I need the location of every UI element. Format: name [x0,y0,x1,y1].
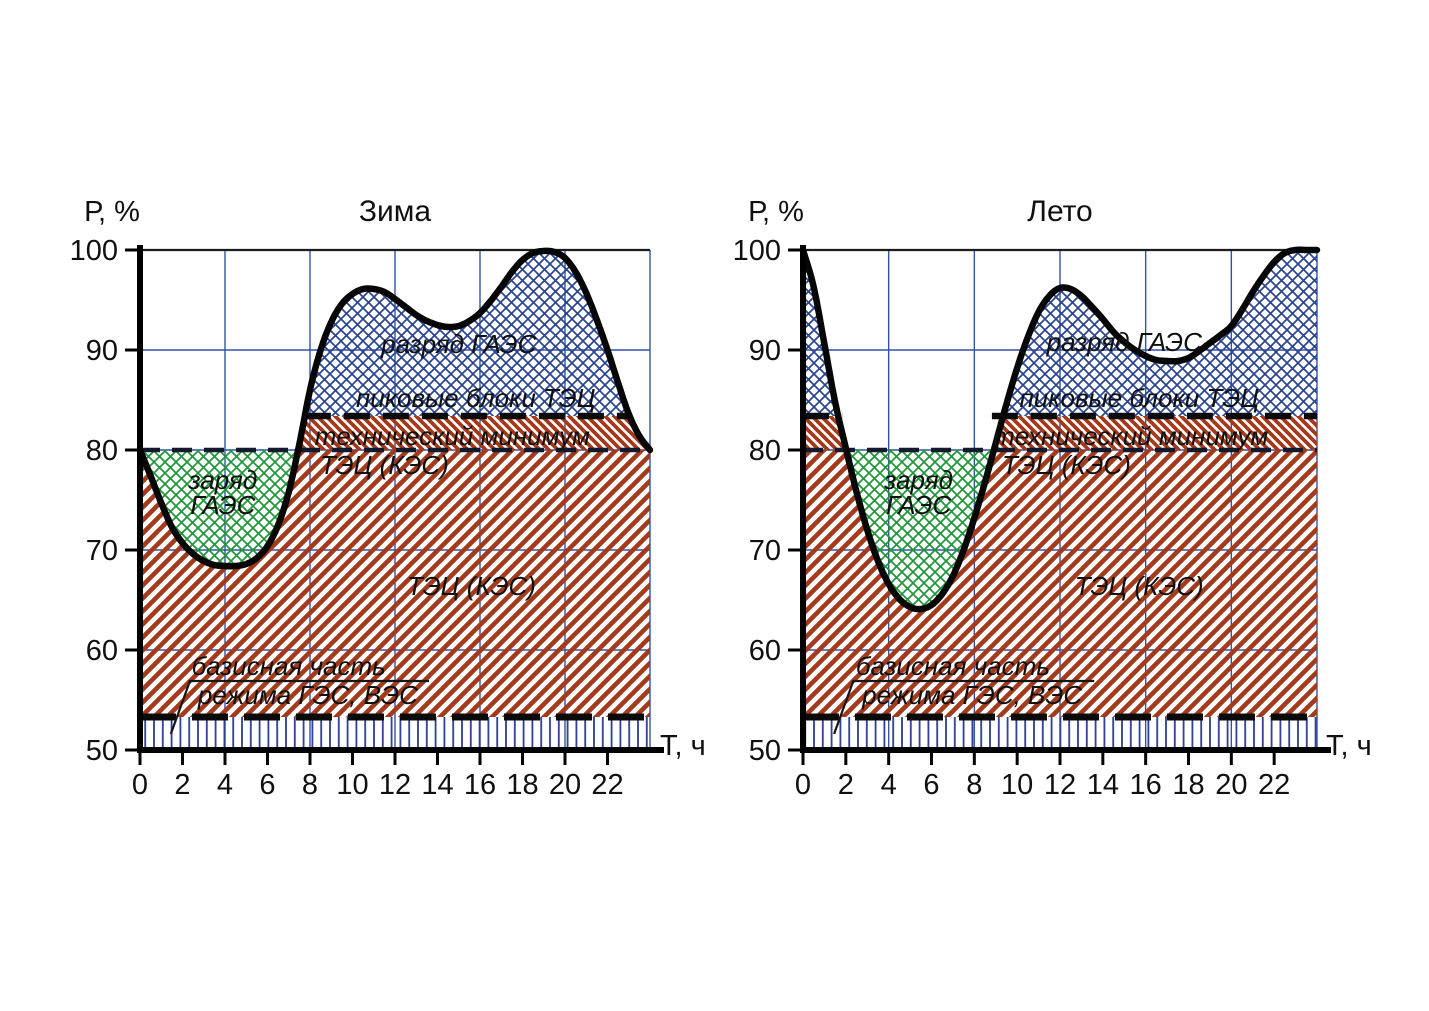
region-label: ТЭЦ (КЭС) [320,450,449,480]
y-axis-label-winter: Р, % [84,196,140,228]
region-label: режима ГЭС, ВЭС [861,680,1082,710]
region-label: ГАЭС [886,490,951,520]
x-tick-label: 10 [336,769,368,801]
region-label: технический минимум [993,421,1268,451]
x-tick-label: 10 [1001,769,1033,801]
region-label: ТЭЦ (КЭС) [407,571,536,601]
x-tick-label: 22 [591,769,623,801]
region-label: пиковые блоки ТЭЦ [1019,383,1259,413]
region-label: базисная часть [856,651,1050,681]
chart-summer: 100 90 80 70 60 50 0 2 4 6 8 10 12 14 16 18 20 22 разряд Г… [733,235,1331,801]
y-tick-label: 90 [749,335,781,367]
region-label: разряд ГАЭС [1046,327,1202,357]
region-label: заряд [883,465,953,495]
region-tech-minimum [803,416,1317,450]
y-axis-label-summer: Р, % [748,196,804,228]
y-tick-label: 70 [86,535,118,567]
region-base-ges-ves [803,717,1317,750]
load-curve [136,247,654,570]
x-tick-label: 12 [379,769,411,801]
region-label: технический минимум [315,421,590,451]
region-label: режима ГЭС, ВЭС [197,680,418,710]
region-tech-minimum [140,416,650,450]
x-tick-label: 4 [217,769,233,801]
region-label: базисная часть [192,651,386,681]
region-discharge-gaes [140,250,650,416]
y-tick-label: 60 [749,635,781,667]
load-curve [799,246,1321,613]
x-axis-label-winter: Т, ч [660,730,706,762]
region-base-ges-ves [140,717,650,750]
x-tick-label: 18 [1172,769,1204,801]
region-tec-kes [803,450,1317,717]
x-tick-label: 0 [795,769,811,801]
y-tick-label: 80 [749,435,781,467]
y-tick-label: 90 [86,335,118,367]
x-tick-label: 22 [1258,769,1290,801]
y-tick-label: 60 [86,635,118,667]
y-tick-label: 50 [86,735,118,767]
region-charge-gaes [140,450,650,567]
region-label: заряд [188,465,258,495]
x-tick-label: 8 [966,769,982,801]
x-tick-label: 12 [1044,769,1076,801]
annotation-leader [169,680,191,735]
x-tick-label: 14 [421,769,453,801]
x-tick-label: 6 [259,769,275,801]
x-tick-label: 16 [1130,769,1162,801]
chart-title-winter: Зима [358,195,432,228]
y-tick-label: 70 [749,535,781,567]
region-label: пиковые блоки ТЭЦ [356,383,596,413]
region-label: ГАЭС [190,490,255,520]
x-tick-label: 0 [132,769,148,801]
x-tick-label: 20 [549,769,581,801]
x-tick-label: 20 [1215,769,1247,801]
region-discharge-gaes [803,249,1317,416]
x-tick-label: 18 [506,769,538,801]
y-tick-label: 100 [733,235,781,267]
x-tick-label: 6 [923,769,939,801]
x-tick-label: 2 [838,769,854,801]
region-tec-kes [140,450,650,717]
chart-winter: 100 90 80 70 60 50 0 2 4 6 8 10 12 14 16 18 20 22 разряд Г… [70,235,664,801]
x-tick-label: 2 [174,769,190,801]
y-tick-label: 50 [749,735,781,767]
x-axis-label-summer: Т, ч [1326,730,1372,762]
x-tick-label: 8 [302,769,318,801]
region-label: ТЭЦ (КЭС) [1075,571,1204,601]
region-label: разряд ГАЭС [380,329,536,359]
region-charge-gaes [803,450,1317,610]
x-tick-label: 14 [1087,769,1119,801]
annotation-leader [833,680,855,735]
y-tick-label: 80 [86,435,118,467]
chart-title-summer: Лето [1027,195,1093,228]
y-tick-label: 100 [70,235,118,267]
x-tick-label: 16 [464,769,496,801]
x-tick-label: 4 [881,769,897,801]
region-label: ТЭЦ (КЭС) [1002,450,1131,480]
